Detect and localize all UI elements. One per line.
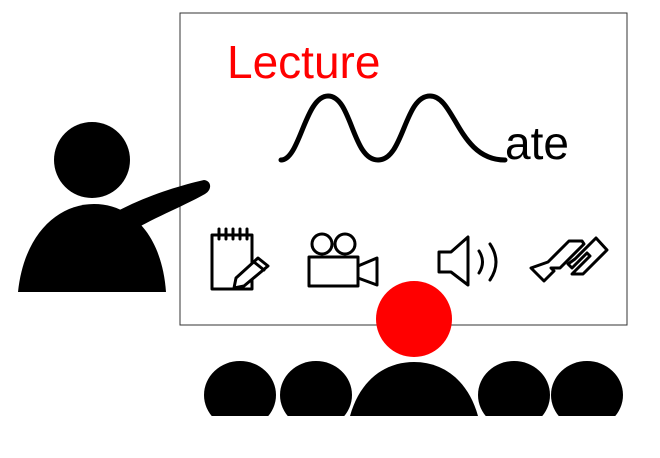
video-camera-icon <box>307 232 379 288</box>
audience-member-speaker-head <box>376 281 452 357</box>
presenter-figure <box>18 122 211 292</box>
speaker-volume-icon <box>437 235 498 287</box>
logo-lecture-text: Lecture <box>227 36 380 88</box>
audience-member-4 <box>551 361 623 429</box>
logo-ate-text: ate <box>505 117 569 169</box>
presenter-head <box>54 122 130 198</box>
presenter-pointing-arm <box>112 180 211 236</box>
audience-member-3 <box>478 361 550 429</box>
audience-member-speaker-body <box>350 362 478 416</box>
logo-wave-m <box>278 93 508 163</box>
audience-member-1 <box>204 361 276 429</box>
notepad-pencil-icon <box>210 227 270 291</box>
audience-crop-mask <box>0 416 660 458</box>
link-icon <box>529 236 609 283</box>
audience-member-2 <box>280 361 352 429</box>
audience <box>0 281 660 458</box>
